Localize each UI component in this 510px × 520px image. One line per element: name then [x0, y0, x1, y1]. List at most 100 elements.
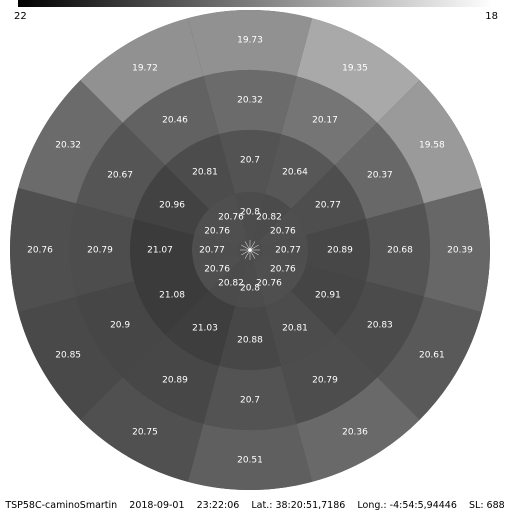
footer-info: TSP58C-caminoSmartin 2018-09-01 23:22:06…: [0, 500, 510, 511]
ring-3-sector-10: [76, 122, 166, 219]
footer-time: 23:22:06: [196, 500, 240, 511]
ring-2-value-10: 20.96: [159, 201, 185, 211]
scale-max-label: 22: [14, 11, 27, 22]
ring-3-value-3: 20.68: [387, 246, 413, 256]
ring-4-sector-1: [296, 18, 420, 123]
ring-2-value-4: 20.91: [315, 291, 341, 301]
sky-brightness-polar-chart: 20.820.8220.7620.7720.7620.7620.820.8220…: [9, 9, 491, 491]
ring-4-sector-10: [18, 80, 123, 204]
ring-4-sector-4: [377, 296, 482, 420]
ring-3-sector-6: [203, 365, 297, 430]
scale-min-label: 18: [485, 11, 498, 22]
ring-4-sector-2: [377, 80, 482, 204]
ring-2-sector-8: [134, 265, 209, 335]
ring-1-value-7: 20.82: [218, 278, 244, 288]
footer-latitude: Lat.: 38:20:51,7186: [251, 500, 346, 511]
ring-4-value-5: 20.36: [342, 427, 368, 437]
ring-3-value-1: 20.17: [312, 116, 338, 126]
ring-4-value-8: 20.85: [55, 351, 81, 361]
ring-2-sector-11: [165, 134, 235, 209]
ring-1-sector-10: [193, 208, 242, 247]
ring-3-value-7: 20.89: [162, 375, 188, 385]
ring-1-sector-2: [258, 208, 307, 247]
ring-4-sector-3: [423, 187, 491, 313]
ring-1-sector-0: [234, 192, 266, 239]
ring-1-sector-9: [192, 234, 239, 266]
ring-1-value-11: 20.76: [218, 213, 244, 223]
ring-1-value-2: 20.76: [270, 227, 296, 237]
ring-3-sector-1: [281, 76, 378, 166]
ring-1-sector-5: [253, 258, 292, 307]
ring-3-sector-7: [122, 334, 219, 424]
footer-device: TSP58C-caminoSmartin: [5, 500, 118, 511]
footer-sl: SL: 688: [469, 500, 505, 511]
ring-4-sector-0: [187, 9, 313, 77]
ring-2-sector-9: [130, 218, 194, 282]
ring-3-sector-0: [203, 70, 297, 135]
ring-1-value-0: 20.8: [240, 208, 260, 218]
ring-2-sector-2: [291, 165, 366, 235]
ring-1-value-9: 20.77: [199, 246, 225, 256]
ring-2-value-0: 20.7: [240, 156, 260, 166]
ring-1-sector-3: [261, 234, 308, 266]
ring-2-value-8: 21.08: [159, 291, 185, 301]
ring-1-sector-7: [208, 258, 247, 307]
ring-1-sector-6: [234, 261, 266, 308]
ring-1-value-1: 20.82: [256, 213, 282, 223]
ring-2-value-9: 21.07: [147, 246, 173, 256]
ring-3-value-11: 20.46: [162, 116, 188, 126]
ring-2-sector-10: [134, 165, 209, 235]
ring-4-value-10: 20.32: [55, 141, 81, 151]
ring-3-sector-5: [281, 334, 378, 424]
ring-1-value-6: 20.8: [240, 284, 260, 294]
ring-3-sector-8: [76, 281, 166, 378]
ring-2-value-3: 20.89: [327, 246, 353, 256]
ring-2-value-2: 20.77: [315, 201, 341, 211]
ring-1-sector-1: [253, 193, 292, 242]
ring-4-sector-9: [9, 187, 77, 313]
ring-4-value-7: 20.75: [132, 427, 158, 437]
ring-1-sector-11: [208, 193, 247, 242]
ring-3-sector-4: [334, 281, 424, 378]
ring-2-value-6: 20.88: [237, 336, 263, 346]
ring-3-value-8: 20.9: [110, 321, 130, 331]
ring-2-value-7: 21.03: [192, 323, 218, 333]
ring-4-sector-8: [18, 296, 123, 420]
ring-1-value-4: 20.76: [270, 265, 296, 275]
ring-3-sector-9: [70, 203, 135, 297]
ring-4-value-2: 19.58: [419, 141, 445, 151]
ring-4-value-3: 20.39: [447, 246, 473, 256]
ring-1-value-5: 20.76: [256, 278, 282, 288]
ring-3-value-4: 20.83: [367, 321, 393, 331]
ring-4-value-4: 20.61: [419, 351, 445, 361]
ring-4-sector-6: [187, 423, 313, 491]
ring-1-value-3: 20.77: [275, 246, 301, 256]
ring-3-value-0: 20.32: [237, 96, 263, 106]
ring-3-value-10: 20.67: [107, 171, 133, 181]
ring-4-value-11: 19.72: [132, 64, 158, 74]
ring-3-sector-2: [334, 122, 424, 219]
ring-3-value-5: 20.79: [312, 375, 338, 385]
ring-4-sector-7: [80, 377, 204, 482]
ring-4-value-0: 19.73: [237, 36, 263, 46]
ring-1-value-8: 20.76: [204, 265, 230, 275]
ring-4-sector-11: [80, 18, 204, 123]
ring-2-sector-3: [306, 218, 370, 282]
footer-date: 2018-09-01: [129, 500, 185, 511]
footer-longitude: Long.: -4:54:5,94446: [357, 500, 457, 511]
ring-2-value-11: 20.81: [192, 168, 218, 178]
ring-2-value-5: 20.81: [282, 323, 308, 333]
ring-4-value-6: 20.51: [237, 456, 263, 466]
ring-3-sector-3: [365, 203, 431, 297]
ring-4-value-1: 19.35: [342, 64, 368, 74]
ring-2-sector-7: [165, 291, 235, 366]
ring-2-sector-6: [218, 306, 282, 370]
ring-2-sector-1: [265, 134, 335, 209]
ring-1-sector-8: [193, 253, 242, 292]
ring-1-value-10: 20.76: [204, 227, 230, 237]
ring-3-value-6: 20.7: [240, 396, 260, 406]
ring-2-value-1: 20.64: [282, 168, 308, 178]
ring-2-sector-4: [291, 265, 366, 335]
ring-3-sector-11: [122, 76, 219, 166]
color-scale-bar: [18, 0, 493, 7]
